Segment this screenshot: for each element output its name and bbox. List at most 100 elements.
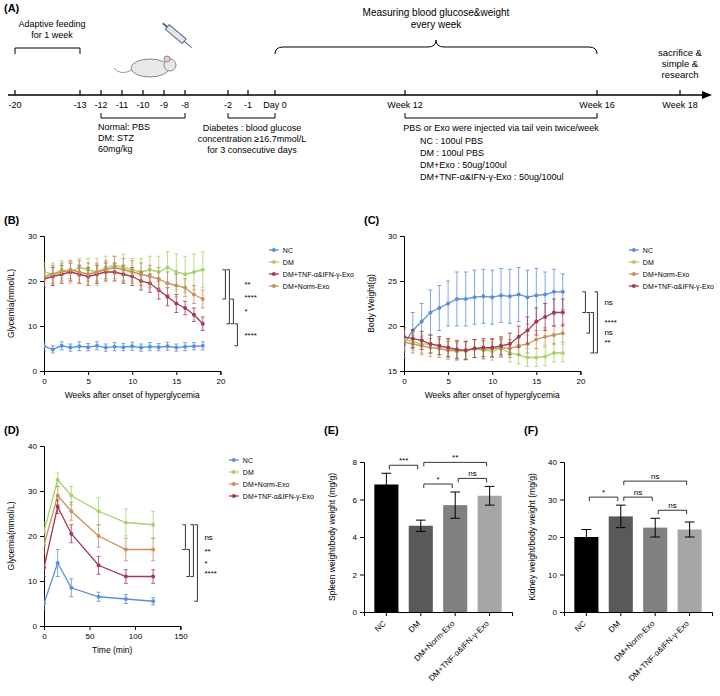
error-bar	[450, 492, 460, 518]
data-point	[165, 281, 169, 285]
error-bar	[113, 256, 117, 279]
data-point	[97, 509, 101, 513]
legend-label: DM	[643, 259, 654, 266]
tick: 0	[553, 608, 564, 617]
x-axis-tick-mark	[655, 612, 656, 616]
error-bar	[86, 344, 90, 351]
x-axis-tick-mark	[386, 612, 387, 616]
data-point	[130, 344, 134, 348]
y-axis-tick-mark	[360, 462, 364, 463]
x-axis: 050100150	[42, 626, 188, 641]
timeline-tick	[163, 90, 164, 95]
data-point	[437, 306, 441, 310]
x-axis: 05101520	[402, 371, 586, 386]
legend-marker	[632, 260, 636, 264]
y-axis-tick-label: 8	[353, 458, 358, 467]
data-point	[411, 337, 415, 341]
significance-label: *	[602, 488, 605, 497]
x-axis-tick-mark	[88, 371, 89, 375]
timeline-tick-label: -12	[94, 100, 107, 110]
error-bar	[473, 270, 477, 324]
data-point	[165, 295, 169, 299]
data-point	[534, 293, 538, 297]
treatment-text: NC : 100ul PBS	[420, 136, 483, 146]
tick: 40	[548, 458, 564, 467]
significance-bracket	[594, 292, 597, 353]
x-axis-tick-label: 0	[402, 377, 407, 386]
x-axis-tick-label: DM	[607, 619, 622, 634]
tick: DM	[407, 612, 422, 634]
timeline-tick	[404, 90, 405, 95]
x-axis-tick-label: DM+TNF-α&IFN-γ-Exo	[427, 619, 491, 683]
x-axis-tick-label: 5	[446, 377, 451, 386]
data-point	[455, 347, 459, 351]
error-bar	[543, 348, 547, 366]
data-point	[543, 355, 547, 359]
plot-area	[44, 252, 205, 353]
y-axis-tick-mark	[40, 491, 44, 492]
legend-label: DM	[243, 469, 254, 476]
data-point	[44, 344, 46, 348]
data-point	[139, 346, 143, 350]
y-axis-tick-label: 20	[548, 533, 557, 542]
y-axis: 02468	[353, 458, 365, 617]
legend-label: DM	[283, 259, 294, 266]
error-bar	[95, 342, 99, 350]
timeline-tick-label: -10	[136, 100, 149, 110]
data-point	[69, 586, 73, 590]
error-bar	[464, 341, 468, 359]
data-point	[499, 344, 503, 348]
timeline-tick	[142, 90, 143, 95]
treatment-text: DM+TNF-α&IFN-γ-Exo : 50ug/100ul	[420, 172, 564, 182]
panel-label: (B)	[4, 214, 20, 226]
y-axis-tick-label: 0	[33, 622, 38, 631]
data-point	[517, 293, 521, 297]
error-bar	[104, 344, 108, 351]
error-bar	[68, 344, 72, 351]
error-bar	[473, 340, 477, 358]
data-point	[121, 345, 125, 349]
error-bar	[508, 333, 512, 355]
error-bar	[428, 335, 432, 353]
error-bar	[428, 335, 432, 353]
timeline-tick	[596, 90, 597, 95]
data-point	[183, 272, 187, 276]
error-bar	[130, 342, 134, 350]
data-point	[428, 311, 432, 315]
data-point	[104, 268, 108, 272]
error-bar	[151, 570, 155, 584]
timeline-tick-label: Week 16	[579, 100, 614, 110]
error-bar	[121, 344, 125, 351]
adaptive-text: for 1 week	[31, 30, 73, 40]
error-bar	[552, 299, 556, 326]
x-axis-line	[405, 372, 581, 376]
error-bar	[60, 263, 64, 281]
data-point	[174, 270, 178, 274]
data-point	[44, 275, 46, 279]
data-point	[174, 302, 178, 306]
error-bar	[104, 261, 108, 279]
error-bar	[97, 525, 101, 548]
tick: 15	[532, 371, 541, 386]
y-axis-tick-mark	[560, 500, 564, 501]
panel-label: (F)	[524, 424, 538, 436]
data-point	[44, 530, 46, 534]
y-axis-line	[360, 463, 365, 613]
data-point	[192, 270, 196, 274]
y-axis-tick-mark	[560, 575, 564, 576]
legend-marker	[272, 260, 276, 264]
significance-label: ****	[244, 293, 256, 302]
x-axis-line	[45, 372, 221, 376]
data-point	[51, 272, 55, 276]
data-point	[552, 290, 556, 294]
syringe-plunger	[163, 23, 168, 27]
x-axis-tick-label: NC	[373, 619, 388, 634]
error-bar	[490, 340, 494, 358]
error-bar	[148, 343, 152, 351]
error-bar	[437, 286, 441, 331]
tick: 0	[33, 622, 44, 631]
syringe-needle	[184, 41, 192, 47]
error-bar	[464, 272, 468, 326]
significance-label: *	[244, 307, 247, 316]
timeline-tick-label: Week 12	[387, 100, 422, 110]
